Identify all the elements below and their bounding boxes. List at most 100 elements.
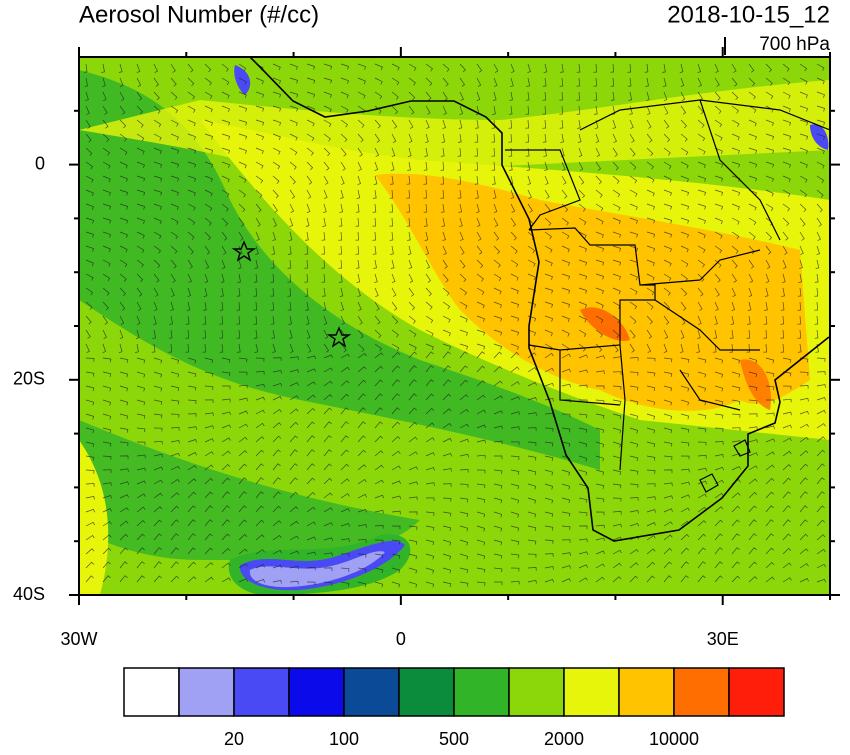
wind-barb [187, 119, 196, 127]
wind-barb [221, 411, 231, 416]
wind-barb [527, 382, 537, 387]
wind-barb [102, 147, 110, 156]
wind-barb [527, 469, 537, 476]
wind-barb [578, 413, 588, 419]
wind-barb [440, 161, 445, 171]
wind-barb [510, 351, 520, 359]
lat-tick-label: 20S [13, 369, 45, 389]
wind-barb [646, 455, 656, 461]
wind-barb [170, 399, 180, 405]
borders [699, 439, 751, 493]
wind-barb [238, 77, 247, 85]
wind-barb [459, 379, 469, 387]
wind-barb [782, 273, 786, 283]
wind-barb [153, 119, 162, 128]
wind-barb [782, 464, 792, 471]
wind-barb [425, 351, 434, 359]
wind-barb [102, 561, 111, 569]
wind-barb [357, 464, 367, 471]
wind-barb [561, 287, 571, 294]
wind-barb [306, 189, 312, 199]
wind-barb [153, 161, 163, 168]
wind-barb [578, 273, 588, 280]
wind-barb [374, 63, 383, 71]
wind-barb [595, 385, 605, 390]
wind-barb [374, 77, 383, 85]
wind-barb [221, 577, 231, 583]
wind-barb [255, 91, 265, 98]
wind-barb [440, 189, 445, 199]
wind-barb [782, 133, 792, 140]
wind-barb [187, 189, 196, 197]
wind-barb [731, 399, 741, 405]
wind-barb [102, 91, 107, 102]
wind-barb [170, 492, 180, 499]
wind-barb [102, 329, 107, 339]
wind-barb [663, 482, 673, 487]
wind-barb [340, 407, 349, 415]
wind-barb [440, 203, 445, 213]
wind-barb [493, 77, 498, 87]
wind-barb [423, 203, 428, 213]
wind-barb [680, 147, 689, 156]
wind-barb [697, 259, 705, 268]
wind-barb [119, 91, 125, 101]
wind-barb [408, 315, 416, 324]
wind-barb [646, 385, 656, 391]
wind-barb [459, 105, 464, 116]
wind-barb [714, 547, 723, 555]
wind-barb [765, 505, 774, 513]
wind-barb [442, 329, 451, 337]
wind-barb [799, 533, 809, 541]
wind-barb [544, 566, 554, 570]
wind-barb [136, 547, 145, 555]
wind-barb [170, 287, 175, 297]
wind-barb [559, 91, 563, 101]
wind-barb [527, 427, 537, 431]
wind-barb [782, 562, 792, 569]
wind-barb [323, 329, 329, 339]
wind-barb [425, 77, 433, 87]
wind-barb [236, 301, 240, 311]
wind-barb [595, 399, 605, 405]
wind-barb [612, 231, 622, 238]
wind-barb [170, 259, 177, 269]
wind-barb [102, 385, 112, 392]
wind-barb [510, 441, 520, 446]
wind-barb [799, 161, 808, 169]
wind-barb [612, 343, 619, 353]
wind-barb [816, 105, 826, 112]
wind-barb [748, 426, 758, 431]
wind-barb [544, 511, 554, 518]
field-high [375, 173, 810, 411]
wind-barb [442, 423, 452, 429]
wind-barb [338, 217, 343, 227]
wind-barb [493, 483, 503, 489]
wind-barb [340, 175, 345, 185]
wind-barb [799, 519, 808, 527]
wind-barb [238, 491, 247, 499]
wind-barb [153, 63, 158, 73]
wind-barb [646, 189, 655, 197]
wind-barb [663, 399, 673, 406]
wind-barb [629, 575, 639, 583]
wind-barb [527, 63, 531, 73]
wind-barb [476, 91, 481, 101]
wind-barb [714, 175, 724, 182]
wind-barb [730, 315, 735, 325]
wind-barb [594, 119, 599, 129]
wind-barb [220, 273, 225, 283]
wind-barb [578, 551, 588, 555]
wind-barb [680, 427, 690, 433]
wind-barb [204, 412, 214, 417]
wind-barb [559, 77, 564, 87]
wind-barb [289, 463, 298, 471]
wind-barb [425, 452, 435, 457]
wind-barb [340, 380, 350, 387]
wind-barb [306, 119, 315, 127]
wind-barb [440, 147, 445, 157]
wind-barb [391, 393, 400, 401]
wind-barb [391, 421, 401, 429]
wind-barb [136, 203, 146, 210]
wind-barb [612, 371, 622, 375]
